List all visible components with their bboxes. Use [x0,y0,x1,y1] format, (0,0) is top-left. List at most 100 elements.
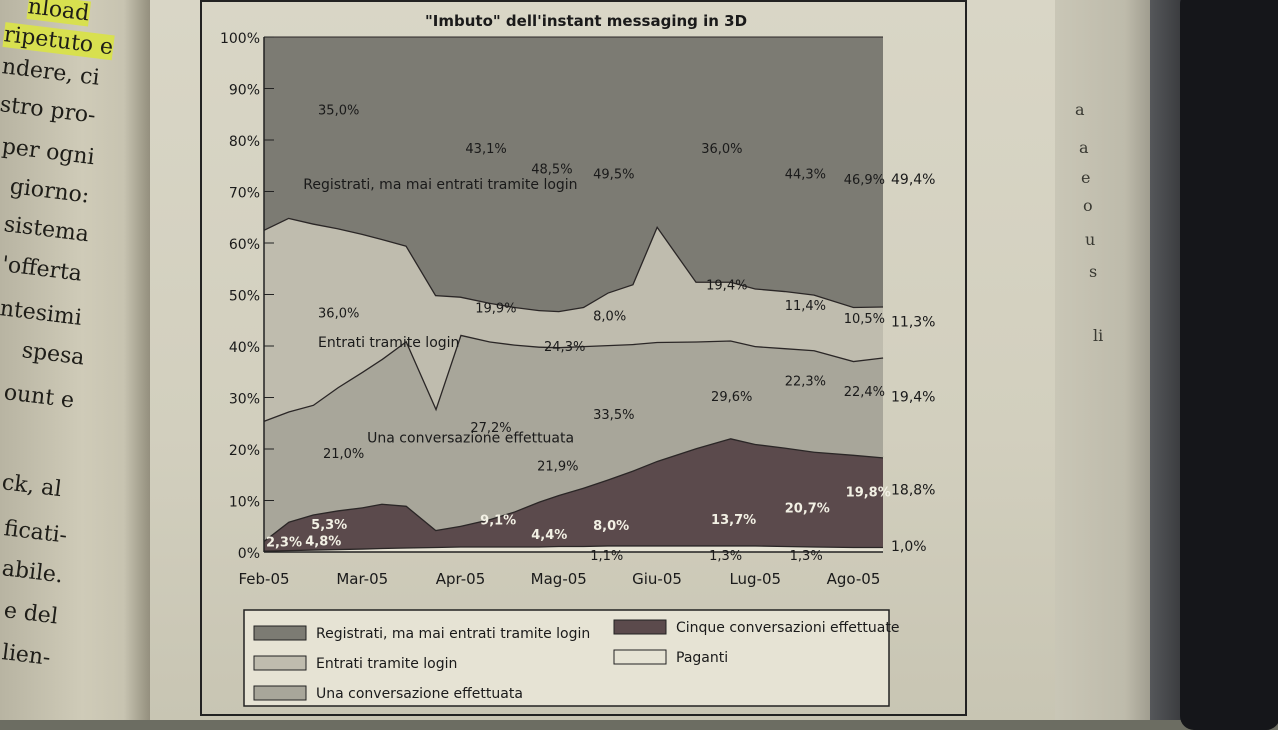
legend-swatch [253,655,307,671]
left-page-fragment: e del [2,598,60,630]
data-label: 33,5% [593,408,634,423]
right-page-fragment: s [1089,262,1098,281]
data-label: 2,3% [266,535,302,550]
chart-title: "Imbuto" dell'instant messaging in 3D [425,12,747,30]
device-screen [1180,0,1278,730]
data-label: 21,9% [537,460,578,475]
data-label: 48,5% [531,162,572,177]
legend-label: Paganti [676,650,728,666]
data-label: 29,6% [711,390,752,405]
y-tick-label: 70% [229,186,260,202]
data-label: 36,0% [318,307,359,322]
left-page-fragment: nload [26,0,91,27]
data-label: 1,3% [709,549,742,564]
left-page-fragment: ripetuto e [2,22,115,61]
data-label: 13,7% [711,513,756,528]
area-paganti [264,545,883,552]
data-label: 46,9% [844,173,885,188]
area-una-conversazione-effettuata [264,334,883,541]
data-label: 8,0% [593,519,629,534]
right-page-fragment: u [1085,230,1096,249]
data-label: 44,3% [785,168,826,183]
y-tick-label: 20% [229,443,260,459]
end-label: 1,0% [891,539,927,555]
right-page-fragment: a [1075,100,1085,119]
legend-swatch [253,685,307,701]
data-label: 36,0% [701,142,742,157]
area-registrati-ma-mai-entrati-tramite-login [264,37,883,311]
right-page-fragment: li [1093,326,1104,345]
y-tick-label: 100% [220,31,260,47]
left-page-fragment: ntesimi [0,296,84,331]
left-page-fragment: 'offerta [0,252,84,287]
left-book-page: nload ripetuto e ndere, ci stro pro-per ogn… [0,0,150,720]
right-book-page: a a e o u s li [1055,0,1155,720]
legend [243,609,890,707]
end-label: 11,3% [891,314,935,330]
x-tick-label: Feb-05 [238,570,289,588]
end-label: 18,8% [891,482,935,498]
chart-frame: 0% 10% 20% 30% 40% 50% 60% 70% 80% 90% 100% Feb-05 M… [200,0,967,716]
legend-label: Entrati tramite login [316,656,457,672]
series-label: Registrati, ma mai entrati tramite login [303,177,577,193]
end-label: 49,4% [891,172,935,188]
data-label: 4,8% [305,534,341,549]
legend-swatch [613,649,667,665]
right-page-fragment: o [1083,196,1093,215]
data-label: 49,5% [593,168,634,183]
x-tick-label: Ago-05 [827,570,881,588]
data-label: 1,3% [790,549,823,564]
area-cinque-conversazioni-effettuate [264,438,883,551]
left-page-fragment: ount e [2,380,76,414]
funnel-chart: 0% 10% 20% 30% 40% 50% 60% 70% 80% 90% 100% Feb-05 M… [220,12,935,707]
data-label: 9,1% [480,514,516,529]
left-page-fragment: stro pro- [0,92,97,129]
x-tick-label: Mar-05 [336,570,388,588]
legend-swatch [253,625,307,641]
data-label: 4,4% [531,528,567,543]
legend-swatch [613,619,667,635]
series-label: Una conversazione effettuata [367,430,574,446]
data-label: 21,0% [323,447,364,462]
left-page-fragment: giorno: [8,174,91,209]
data-label: 10,5% [844,312,885,327]
right-page-fragment: e [1081,168,1091,187]
x-tick-label: Lug-05 [729,570,781,588]
data-label: 24,3% [544,340,585,355]
right-page-fragment: a [1079,138,1089,157]
data-label: 1,1% [590,549,623,564]
data-label: 22,4% [844,385,885,400]
y-tick-label: 0% [238,546,260,562]
data-label: 22,3% [785,375,826,390]
data-label: 27,2% [470,421,511,436]
x-tick-label: Apr-05 [436,570,486,588]
end-label: 19,4% [891,390,935,406]
data-label: 8,0% [593,309,626,324]
data-label: 20,7% [785,501,830,516]
y-tick-label: 80% [229,134,260,150]
y-tick-label: 30% [229,392,260,408]
left-page-fragment: lien- [0,640,52,671]
left-page-fragment: spesa [20,338,86,371]
y-tick-label: 60% [229,237,260,253]
left-page-fragment: per ogni [0,134,96,171]
left-page-fragment: abile. [0,556,65,589]
legend-label: Cinque conversazioni effettuate [676,620,899,636]
y-tick-label: 90% [229,83,260,99]
y-tick-label: 10% [229,495,260,511]
x-tick-label: Mag-05 [531,570,587,588]
data-label: 11,4% [785,299,826,314]
legend-label: Registrati, ma mai entrati tramite login [316,626,590,642]
y-tick-label: 40% [229,340,260,356]
data-label: 19,8% [846,485,891,500]
x-tick-label: Giu-05 [632,570,682,588]
data-label: 19,4% [706,278,747,293]
device-edge [1150,0,1278,730]
page-gutter [124,0,150,720]
left-page-fragment: sistema [2,212,91,248]
data-label: 19,9% [475,302,516,317]
data-label: 43,1% [465,142,506,157]
y-tick-label: 50% [229,289,260,305]
left-page-fragment: ficati- [2,516,69,549]
legend-label: Una conversazione effettuata [316,686,523,702]
